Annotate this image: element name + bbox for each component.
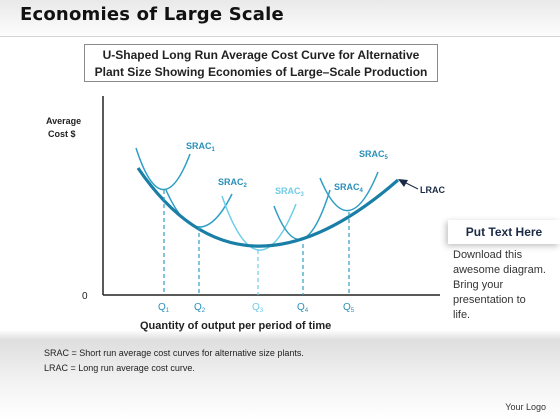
footnote-srac: SRAC = Short run average cost curves for… bbox=[44, 348, 304, 358]
lrac-label: LRAC bbox=[420, 185, 445, 195]
q3-label: Q3 bbox=[252, 302, 264, 314]
side-body-line-5: life. bbox=[453, 309, 471, 321]
srac3-label: SRAC3 bbox=[275, 186, 305, 198]
header-divider bbox=[0, 36, 560, 37]
subtitle-line-1: U-Shaped Long Run Average Cost Curve for… bbox=[102, 48, 420, 62]
q1-label: Q1 bbox=[158, 302, 170, 314]
subtitle-line-2: Plant Size Showing Economies of Large–Sc… bbox=[94, 65, 428, 79]
y-axis-label-line-1: Average bbox=[46, 116, 81, 126]
srac1-curve bbox=[135, 147, 191, 191]
q5-label: Q5 bbox=[343, 302, 355, 314]
logo-placeholder: Your Logo bbox=[505, 402, 546, 412]
srac5-label: SRAC5 bbox=[359, 149, 389, 161]
srac3-curve bbox=[221, 195, 297, 251]
srac1-label: SRAC1 bbox=[186, 141, 216, 153]
side-panel-body: Download this awesome diagram. Bring you… bbox=[453, 248, 557, 323]
put-text-heading: Put Text Here bbox=[448, 220, 560, 244]
y-axis-label-line-2: Cost $ bbox=[48, 129, 76, 139]
side-body-line-4: presentation to bbox=[453, 294, 526, 306]
slide-title: Economies of Large Scale bbox=[20, 4, 284, 25]
q4-label: Q4 bbox=[297, 302, 309, 314]
side-body-line-3: Bring your bbox=[453, 279, 504, 291]
side-body-line-2: awesome diagram. bbox=[453, 264, 546, 276]
lrac-curve bbox=[136, 167, 400, 248]
srac2-label: SRAC2 bbox=[218, 177, 248, 189]
srac2-curve bbox=[165, 189, 233, 228]
q2-label: Q2 bbox=[194, 302, 206, 314]
srac4-label: SRAC4 bbox=[334, 182, 364, 194]
lrac-pointer-line bbox=[403, 181, 419, 190]
origin-label: 0 bbox=[82, 291, 88, 302]
diagram-subtitle-box: U-Shaped Long Run Average Cost Curve for… bbox=[84, 44, 438, 82]
srac5-curve bbox=[319, 171, 379, 212]
lrac-arrowhead bbox=[398, 179, 408, 187]
side-body-line-1: Download this bbox=[453, 249, 523, 261]
x-axis-label: Quantity of output per period of time bbox=[140, 320, 331, 332]
footnote-lrac: LRAC = Long run average cost curve. bbox=[44, 363, 195, 373]
